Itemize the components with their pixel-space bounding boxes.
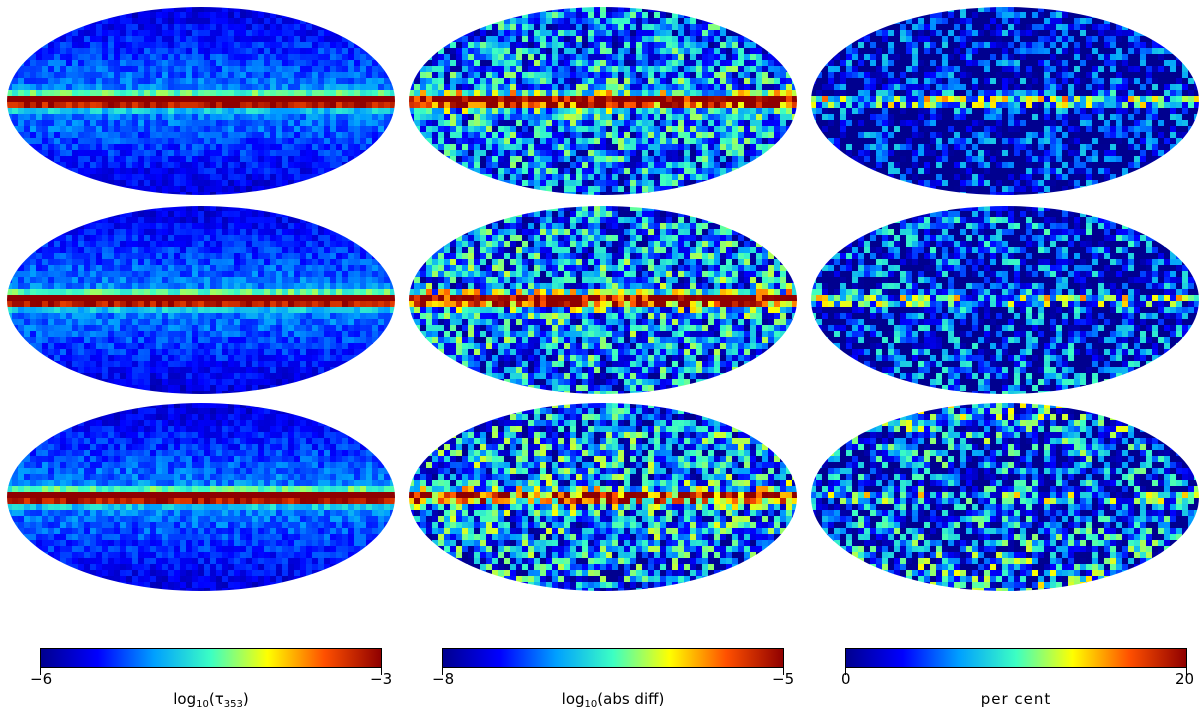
sky-map	[810, 205, 1200, 395]
colorbar-label: per cent	[845, 690, 1187, 708]
colorbar-label: log10(τ353)	[40, 690, 382, 714]
colorbar-min-label: −8	[432, 670, 454, 688]
colorbar-max-label: −3	[370, 670, 392, 688]
sky-map	[810, 6, 1200, 196]
sky-map	[6, 402, 396, 592]
sky-map	[408, 402, 798, 592]
sky-map	[6, 6, 396, 196]
sky-map	[810, 402, 1200, 592]
sky-map	[408, 205, 798, 395]
sky-map	[408, 6, 798, 196]
colorbar-min-label: −6	[30, 670, 52, 688]
colorbar-per-cent	[845, 648, 1187, 668]
colorbar-max-label: 20	[1175, 670, 1194, 688]
colorbar-min-label: 0	[841, 670, 851, 688]
colorbar-tau353	[40, 648, 382, 668]
colorbar-max-label: −5	[772, 670, 794, 688]
colorbar-abs-diff	[442, 648, 784, 668]
sky-map	[6, 205, 396, 395]
colorbar-label: log10(abs diff)	[442, 690, 784, 714]
